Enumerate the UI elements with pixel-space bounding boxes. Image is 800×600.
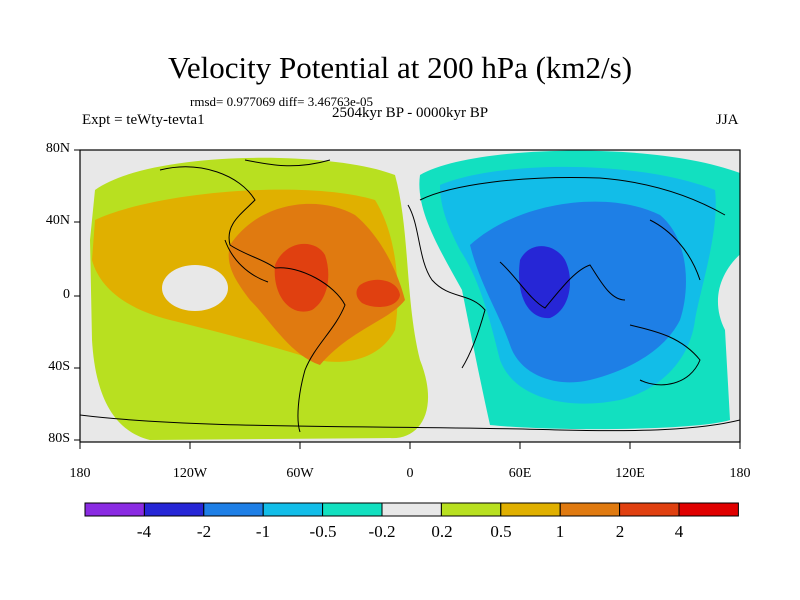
lon-label-60w: 60W	[286, 466, 314, 481]
neutral-east-pacific-hole	[162, 265, 228, 311]
contour-2-negative	[519, 246, 570, 319]
colorbar-label-3: -0.5	[309, 522, 337, 541]
lon-label-180w: 180	[69, 466, 91, 481]
colorbar-box-3	[262, 502, 324, 517]
experiment-label: Expt = teWty-tevta1	[82, 112, 205, 128]
colorbar-label-6: 0.5	[490, 522, 512, 541]
season-label: JJA	[716, 112, 739, 128]
colorbar-box-4	[322, 502, 383, 517]
lat-label-80s: 80S	[48, 431, 70, 446]
colorbar-box-5	[381, 502, 442, 517]
colorbar-label-2: -1	[255, 522, 271, 541]
colorbar-box-1	[143, 502, 205, 517]
colorbar-box-10	[678, 502, 739, 517]
colorbar-label-9: 4	[674, 522, 684, 541]
colorbar	[84, 502, 739, 517]
colorbar-label-1: -2	[196, 522, 212, 541]
lon-label-180e: 180	[729, 466, 751, 481]
coastlines	[80, 159, 740, 433]
contour-fill-layer	[80, 150, 740, 442]
colorbar-label-0: -4	[136, 522, 152, 541]
colorbar-box-7	[500, 502, 561, 517]
colorbar-box-0	[84, 502, 145, 517]
colorbar-label-4: -0.2	[368, 522, 396, 541]
colorbar-label-7: 1	[555, 522, 565, 541]
colorbar-box-2	[203, 502, 264, 517]
lon-label-60e: 60E	[508, 466, 532, 481]
lon-label-120w: 120W	[172, 466, 208, 481]
colorbar-label-8: 2	[615, 522, 625, 541]
colorbar-box-8	[559, 502, 621, 517]
plot-title: Velocity Potential at 200 hPa (km2/s)	[167, 50, 633, 85]
lon-label-0: 0	[406, 466, 414, 481]
contour-2-positive-atlantic	[356, 279, 400, 307]
axis-ticks	[74, 149, 741, 449]
stats-line: rmsd= 0.977069 diff= 3.46763e-05	[190, 94, 374, 109]
lat-label-80n: 80N	[45, 141, 70, 156]
lon-label-120e: 120E	[615, 466, 645, 481]
colorbar-label-5: 0.2	[431, 522, 453, 541]
lat-label-40s: 40S	[48, 359, 70, 374]
lat-label-40n: 40N	[45, 213, 70, 228]
colorbar-box-6	[440, 502, 502, 517]
lat-label-0: 0	[63, 287, 70, 302]
colorbar-box-9	[619, 502, 680, 517]
contour-2-positive	[274, 243, 329, 312]
contour-1-negative	[470, 201, 686, 383]
period-label: 2504kyr BP - 0000kyr BP	[331, 105, 489, 121]
